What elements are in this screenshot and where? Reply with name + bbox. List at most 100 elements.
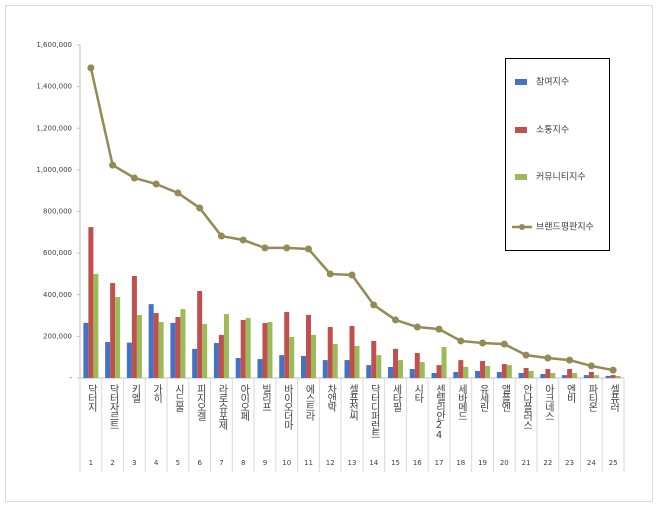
bar <box>506 365 512 378</box>
bar <box>245 318 251 378</box>
line-marker <box>500 340 508 348</box>
bar <box>583 375 589 378</box>
line-marker <box>87 64 95 72</box>
x-tick-label: 센텔리안24 <box>434 384 446 440</box>
legend-label: 커뮤니티지수 <box>536 172 586 183</box>
bar <box>567 369 573 378</box>
x-tick-label: 시타 <box>412 384 424 404</box>
bar <box>485 365 491 378</box>
x-tick-label: 에스트라 <box>303 384 315 422</box>
bar <box>240 319 246 378</box>
bar <box>615 375 621 378</box>
bar <box>366 365 372 378</box>
line-marker <box>609 366 617 374</box>
bar <box>523 368 529 378</box>
line-marker <box>217 232 225 240</box>
x-tick-label: 유세린 <box>477 384 489 412</box>
bar <box>588 371 594 378</box>
bar <box>110 283 116 378</box>
line-marker <box>261 244 269 252</box>
bar <box>267 322 273 378</box>
bar <box>175 317 181 378</box>
bar <box>180 309 186 378</box>
bar <box>158 322 164 378</box>
x-tick-label: 빌리프 <box>259 384 271 411</box>
bar <box>605 375 611 378</box>
x-tick-label: 안나플러스 <box>521 384 533 429</box>
bar <box>480 360 486 378</box>
category-number: 4 <box>154 459 159 467</box>
category-number: 7 <box>219 459 223 467</box>
category-number: 2 <box>110 459 114 467</box>
x-tick-label: 아크네스 <box>542 384 554 420</box>
legend-swatch <box>515 79 527 85</box>
bar <box>562 375 568 378</box>
legend-label: 브랜드평판지수 <box>536 222 594 233</box>
bar <box>545 369 551 378</box>
category-number: 13 <box>348 459 357 467</box>
y-tick-label: 1,600,000 <box>36 41 72 49</box>
bar <box>115 297 121 378</box>
line-marker <box>522 351 530 359</box>
bar <box>518 373 524 378</box>
bar <box>305 314 311 378</box>
category-number: 8 <box>241 459 245 467</box>
bar <box>371 340 377 378</box>
category-number: 21 <box>522 459 531 467</box>
category-number: 11 <box>304 459 313 467</box>
bar <box>528 370 534 378</box>
x-tick-label: 앨플엔 <box>499 383 511 412</box>
category-number: 16 <box>413 459 422 467</box>
category-number: 25 <box>609 459 618 467</box>
bar <box>153 313 159 378</box>
bar <box>436 365 442 378</box>
bar <box>262 323 268 378</box>
bar <box>93 273 99 378</box>
bar <box>136 314 142 378</box>
bar <box>202 324 208 378</box>
bar <box>409 369 415 378</box>
line-marker <box>130 174 138 182</box>
line-marker <box>435 325 443 333</box>
bar <box>463 366 469 378</box>
bar <box>431 373 437 378</box>
bar <box>458 360 464 378</box>
legend-swatch <box>519 224 525 230</box>
bar <box>279 355 285 378</box>
bar <box>376 355 382 378</box>
line-marker <box>544 354 552 362</box>
bar <box>441 346 447 378</box>
x-tick-label: 라로슈포제 <box>216 384 228 431</box>
line-marker <box>326 270 334 278</box>
y-tick-label: 800,000 <box>43 208 72 216</box>
bar <box>344 360 350 378</box>
line-marker <box>566 356 574 364</box>
bar <box>388 366 394 378</box>
x-tick-label: 엔비 <box>564 384 576 404</box>
line-marker <box>457 337 465 345</box>
bar <box>550 373 556 378</box>
bar <box>327 327 333 378</box>
bar <box>213 343 219 378</box>
bar <box>257 359 263 378</box>
bar <box>501 364 507 378</box>
x-tick-label: 차앤박 <box>325 384 337 412</box>
bar <box>393 348 399 378</box>
bar <box>88 227 94 378</box>
x-tick-label: 키엘 <box>129 384 141 403</box>
bar <box>192 348 198 378</box>
category-number: 17 <box>435 459 444 467</box>
bar <box>572 373 578 378</box>
category-number: 9 <box>263 459 267 467</box>
bar <box>289 336 295 378</box>
bar <box>197 291 203 378</box>
line-marker <box>304 245 312 253</box>
category-number: 10 <box>282 459 291 467</box>
bar <box>310 334 316 378</box>
category-number: 22 <box>543 459 552 467</box>
x-tick-label: 세바메드 <box>455 384 467 420</box>
x-tick-label: 바이오더마 <box>281 384 293 431</box>
bar <box>453 371 459 378</box>
bar <box>540 374 546 378</box>
